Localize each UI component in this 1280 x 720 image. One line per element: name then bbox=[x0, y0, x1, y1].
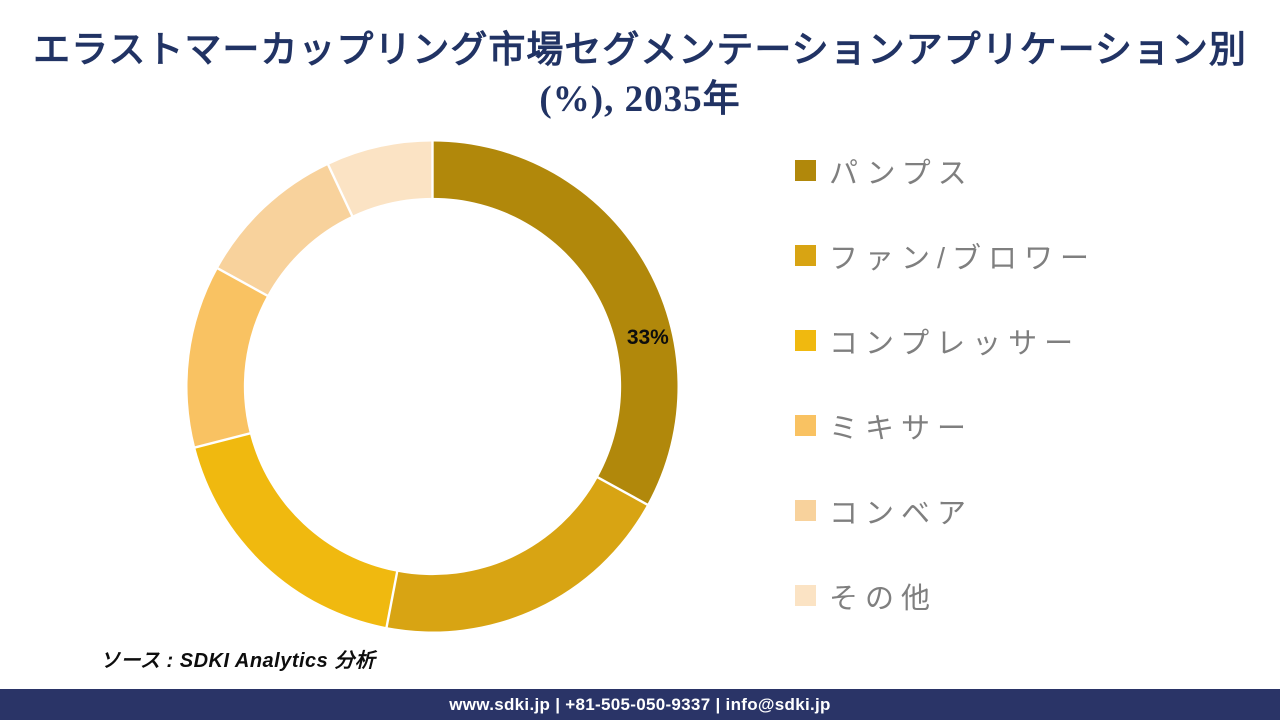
legend-swatch-icon bbox=[795, 330, 816, 351]
chart-legend: パンプスファン/ブロワー コンプレッサー ミキサーコンベアその他 bbox=[795, 128, 1255, 638]
legend-swatch-icon bbox=[795, 500, 816, 521]
donut-segment-0 bbox=[432, 141, 678, 505]
data-label-pumps: 33% bbox=[627, 326, 669, 349]
segment-separator bbox=[596, 475, 649, 507]
donut-chart: 33% bbox=[187, 141, 678, 632]
source-note: ソース : SDKI Analytics 分析 bbox=[100, 650, 376, 672]
legend-item-2: コンプレッサー bbox=[795, 298, 1255, 383]
donut-segment-5 bbox=[328, 141, 433, 216]
legend-item-4: コンベア bbox=[795, 468, 1255, 553]
legend-item-5: その他 bbox=[795, 553, 1255, 638]
chart-title-line1: エラストマーカップリング市場セグメンテーションアプリケーション別 bbox=[33, 30, 1247, 71]
segment-separator bbox=[385, 570, 399, 629]
chart-title: エラストマーカップリング市場セグメンテーションアプリケーション別 (%), 20… bbox=[0, 26, 1280, 124]
segment-separator bbox=[216, 266, 269, 298]
chart-title-line2: (%), 2035年 bbox=[539, 79, 741, 120]
legend-swatch-icon bbox=[795, 245, 816, 266]
legend-label: その他 bbox=[829, 582, 938, 615]
footer-contact-text: www.sdki.jp | +81-505-050-9337 | info@sd… bbox=[449, 694, 831, 714]
segment-separator bbox=[193, 432, 252, 449]
legend-label: パンプス bbox=[829, 157, 974, 190]
donut-segment-1 bbox=[386, 477, 648, 632]
legend-swatch-icon bbox=[795, 415, 816, 436]
donut-segment-3 bbox=[187, 268, 268, 448]
legend-swatch-icon bbox=[795, 585, 816, 606]
legend-item-1: ファン/ブロワー bbox=[795, 213, 1255, 298]
legend-item-0: パンプス bbox=[795, 128, 1255, 213]
legend-label: ファン/ブロワー bbox=[829, 242, 1097, 275]
footer-bar: www.sdki.jp | +81-505-050-9337 | info@sd… bbox=[0, 689, 1280, 720]
segment-separator bbox=[326, 163, 354, 218]
legend-item-3: ミキサー bbox=[795, 383, 1255, 468]
donut-segment-2 bbox=[195, 433, 398, 628]
legend-label: ミキサー bbox=[829, 412, 974, 445]
donut-segment-4 bbox=[217, 164, 353, 296]
legend-swatch-icon bbox=[795, 160, 816, 181]
legend-label: コンプレッサー bbox=[829, 327, 1081, 360]
legend-label: コンベア bbox=[829, 497, 974, 530]
